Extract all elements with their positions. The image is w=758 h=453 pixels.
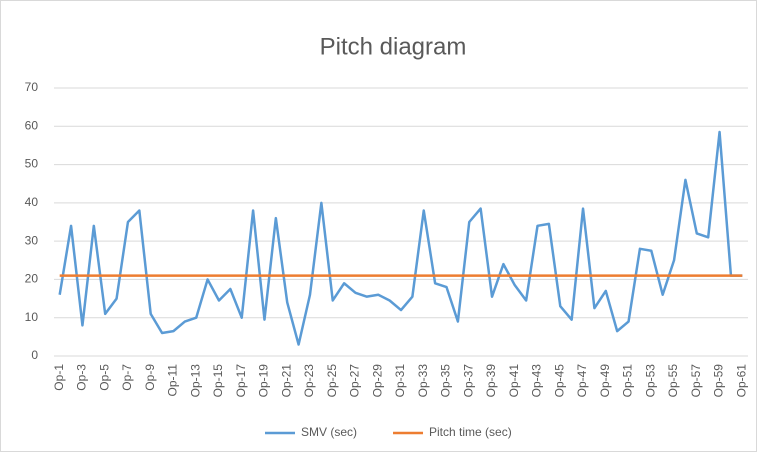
x-tick-label: Op-15: [211, 364, 225, 398]
legend-label: SMV (sec): [301, 425, 357, 439]
y-tick-label: 60: [25, 118, 39, 132]
x-tick-label: Op-17: [234, 364, 248, 398]
x-tick-label: Op-45: [552, 364, 566, 398]
x-tick-label: Op-23: [302, 364, 316, 398]
x-tick-label: Op-31: [393, 364, 407, 398]
y-tick-label: 30: [25, 233, 39, 247]
x-tick-label: Op-39: [484, 364, 498, 398]
x-tick-label: Op-25: [325, 364, 339, 398]
series-line: [58, 130, 743, 346]
chart-title: Pitch diagram: [320, 33, 467, 60]
x-tick-label: Op-1: [52, 364, 66, 391]
x-tick-label: Op-33: [416, 364, 430, 398]
x-tick-label: Op-55: [666, 364, 680, 398]
x-tick-label: Op-9: [143, 364, 157, 391]
x-tick-label: Op-21: [279, 364, 293, 398]
x-tick-label: Op-37: [461, 364, 475, 398]
x-tick-label: Op-29: [370, 364, 384, 398]
x-tick-label: Op-13: [188, 364, 202, 398]
x-tick-label: Op-27: [348, 364, 362, 398]
x-tick-label: Op-5: [97, 364, 111, 391]
x-tick-label: Op-47: [575, 364, 589, 398]
x-tick-label: Op-53: [643, 364, 657, 398]
x-tick-label: Op-7: [120, 364, 134, 391]
legend-label: Pitch time (sec): [429, 425, 512, 439]
y-tick-label: 70: [25, 80, 39, 94]
x-tick-label: Op-61: [734, 364, 748, 398]
x-tick-label: Op-11: [166, 364, 180, 397]
x-tick-label: Op-19: [257, 364, 271, 398]
x-tick-label: Op-57: [689, 364, 703, 398]
x-tick-label: Op-41: [507, 364, 521, 398]
x-tick-label: Op-51: [621, 364, 635, 398]
x-tick-label: Op-3: [75, 364, 89, 391]
y-tick-label: 40: [25, 195, 39, 209]
x-tick-label: Op-43: [530, 364, 544, 398]
x-tick-label: Op-35: [439, 364, 453, 398]
y-tick-label: 0: [31, 348, 38, 362]
x-tick-label: Op-59: [712, 364, 726, 398]
y-tick-label: 20: [25, 272, 39, 286]
y-tick-label: 10: [25, 310, 39, 324]
y-tick-label: 50: [25, 157, 39, 171]
x-tick-label: Op-49: [598, 364, 612, 398]
